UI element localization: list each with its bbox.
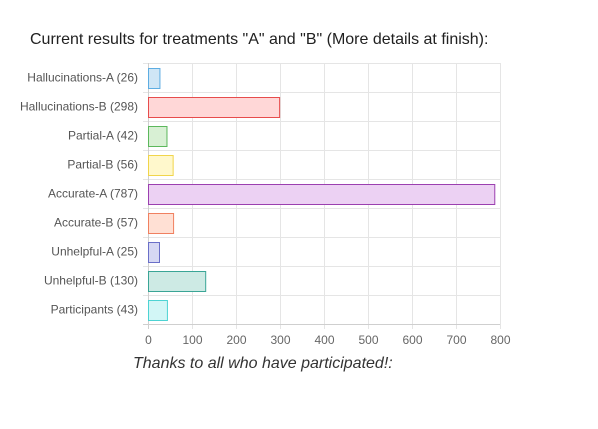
x-tick-label: 200 [226,333,246,347]
category-label: Hallucinations-A (26) [27,71,138,85]
x-tick-label: 300 [270,333,290,347]
x-tick-label: 600 [402,333,422,347]
bar-4 [148,184,496,205]
thanks-message: Thanks to all who have participated!: [133,355,393,372]
bar-0 [148,68,161,89]
chart-title: Current results for treatments "A" and "… [30,31,489,48]
x-tick-label: 0 [145,333,152,347]
bar-5 [148,213,175,234]
x-tick-label: 100 [182,333,202,347]
category-label: Hallucinations-B (298) [20,100,138,114]
x-tick-labels: 0 100 200 300 400 500 600 700 800 [145,333,511,347]
x-tick-label: 800 [490,333,510,347]
bar-3 [148,155,174,176]
bar-7 [148,271,207,292]
category-label: Unhelpful-A (25) [51,245,138,259]
category-label: Participants (43) [51,303,138,317]
x-tick-label: 500 [358,333,378,347]
grid-lines [143,63,501,329]
bar-6 [148,242,160,263]
bar-1 [148,97,281,118]
category-label: Accurate-A (787) [48,187,138,201]
category-label: Unhelpful-B (130) [44,274,138,288]
bar-8 [148,300,168,321]
x-tick-label: 400 [314,333,334,347]
category-label: Partial-A (42) [68,129,138,143]
category-labels: Hallucinations-A (26) Hallucinations-B (2… [20,71,138,317]
x-tick-label: 700 [446,333,466,347]
category-label: Accurate-B (57) [54,216,138,230]
bar-2 [148,126,168,147]
bars [148,68,496,321]
category-label: Partial-B (56) [67,158,138,172]
bar-chart: Hallucinations-A (26) Hallucinations-B (2… [20,63,511,347]
